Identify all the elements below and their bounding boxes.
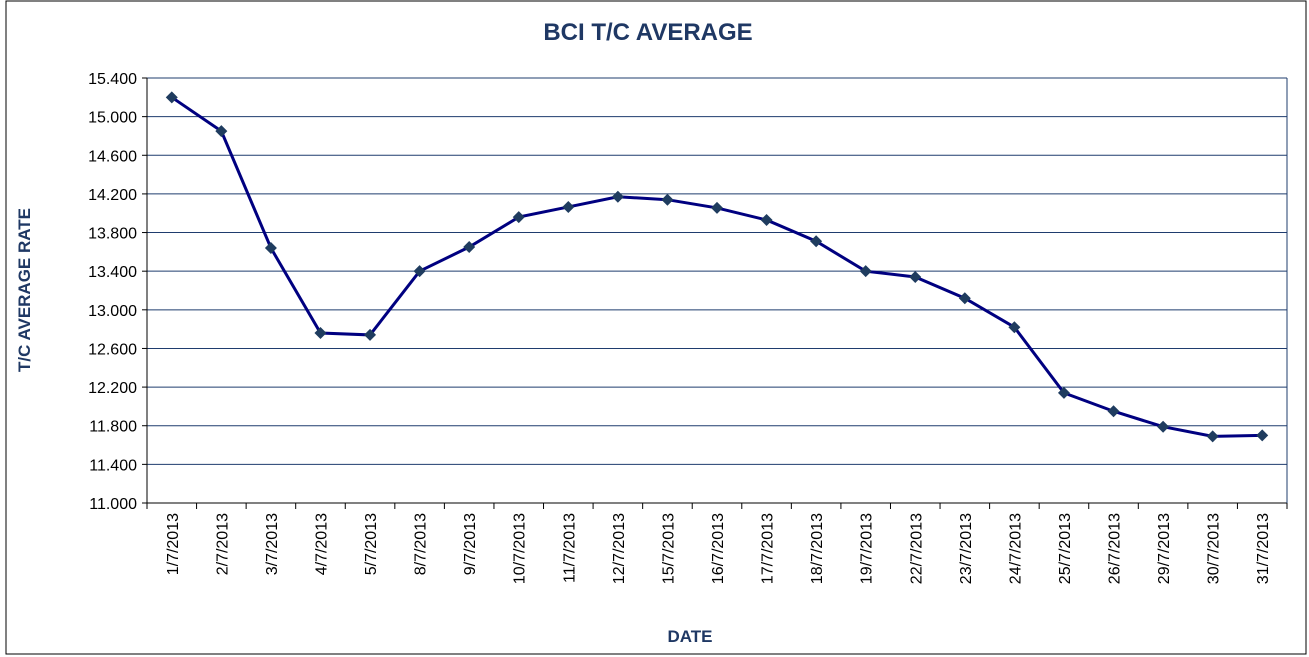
marker [364, 328, 377, 341]
x-tick-label: 12/7/2013 [611, 513, 628, 584]
marker [1157, 420, 1170, 433]
marker [314, 327, 327, 339]
x-tick-label: 29/7/2013 [1156, 513, 1173, 584]
marker [1256, 429, 1269, 442]
marker [413, 265, 426, 278]
marker [1008, 321, 1021, 334]
y-tick-label: 14.600 [88, 148, 137, 165]
marker [1206, 430, 1219, 443]
x-tick-label: 4/7/2013 [313, 513, 330, 575]
marker [1107, 405, 1120, 418]
chart-border [5, 0, 1307, 655]
marker [859, 265, 872, 278]
x-tick-label: 25/7/2013 [1057, 513, 1074, 584]
marker [463, 241, 476, 254]
y-tick-label: 11.000 [89, 496, 137, 513]
x-tick-label: 16/7/2013 [710, 513, 727, 584]
x-tick-label: 24/7/2013 [1007, 513, 1024, 584]
x-tick-label: 30/7/2013 [1206, 513, 1223, 584]
chart-title: BCI T/C AVERAGE [543, 19, 752, 46]
marker [760, 213, 773, 226]
y-tick-label: 12.600 [88, 341, 137, 358]
x-tick-label: 2/7/2013 [214, 513, 231, 575]
x-tick-label: 17/7/2013 [760, 513, 777, 584]
y-tick-label: 11.800 [89, 419, 137, 436]
y-tick-label: 15.000 [88, 110, 137, 127]
y-tick-label: 12.200 [88, 380, 137, 397]
y-tick-label: 15.400 [88, 71, 137, 88]
y-axis-label: T/C AVERAGE RATE [15, 208, 34, 372]
marker [1057, 386, 1070, 399]
marker [264, 242, 277, 254]
marker [165, 91, 178, 104]
marker [909, 270, 922, 283]
x-tick-label: 31/7/2013 [1255, 513, 1272, 584]
marker [215, 125, 228, 138]
x-tick-label: 11/7/2013 [561, 513, 578, 583]
x-tick-label: 18/7/2013 [809, 513, 826, 584]
x-tick-label: 22/7/2013 [908, 513, 925, 584]
x-axis-label: DATE [667, 627, 712, 646]
marker [562, 200, 575, 213]
marker [611, 190, 624, 203]
x-tick-label: 15/7/2013 [660, 513, 677, 584]
x-tick-label: 1/7/2013 [165, 513, 182, 575]
y-tick-label: 13.400 [88, 264, 137, 281]
x-tick-label: 19/7/2013 [859, 513, 876, 584]
x-tick-label: 26/7/2013 [1107, 513, 1124, 584]
marker [958, 292, 971, 305]
y-tick-label: 11.400 [89, 457, 137, 474]
marker [512, 211, 525, 224]
x-tick-label: 5/7/2013 [363, 513, 380, 575]
x-tick-label: 3/7/2013 [264, 513, 281, 575]
y-tick-label: 13.800 [88, 226, 137, 243]
y-tick-label: 14.200 [88, 187, 137, 204]
y-tick-label: 13.000 [88, 303, 137, 320]
x-tick-label: 9/7/2013 [462, 513, 479, 575]
marker [711, 201, 723, 214]
marker [810, 235, 823, 248]
x-tick-label: 23/7/2013 [958, 513, 975, 584]
x-tick-label: 10/7/2013 [512, 513, 529, 584]
x-tick-label: 8/7/2013 [413, 513, 430, 575]
marker [661, 193, 674, 206]
